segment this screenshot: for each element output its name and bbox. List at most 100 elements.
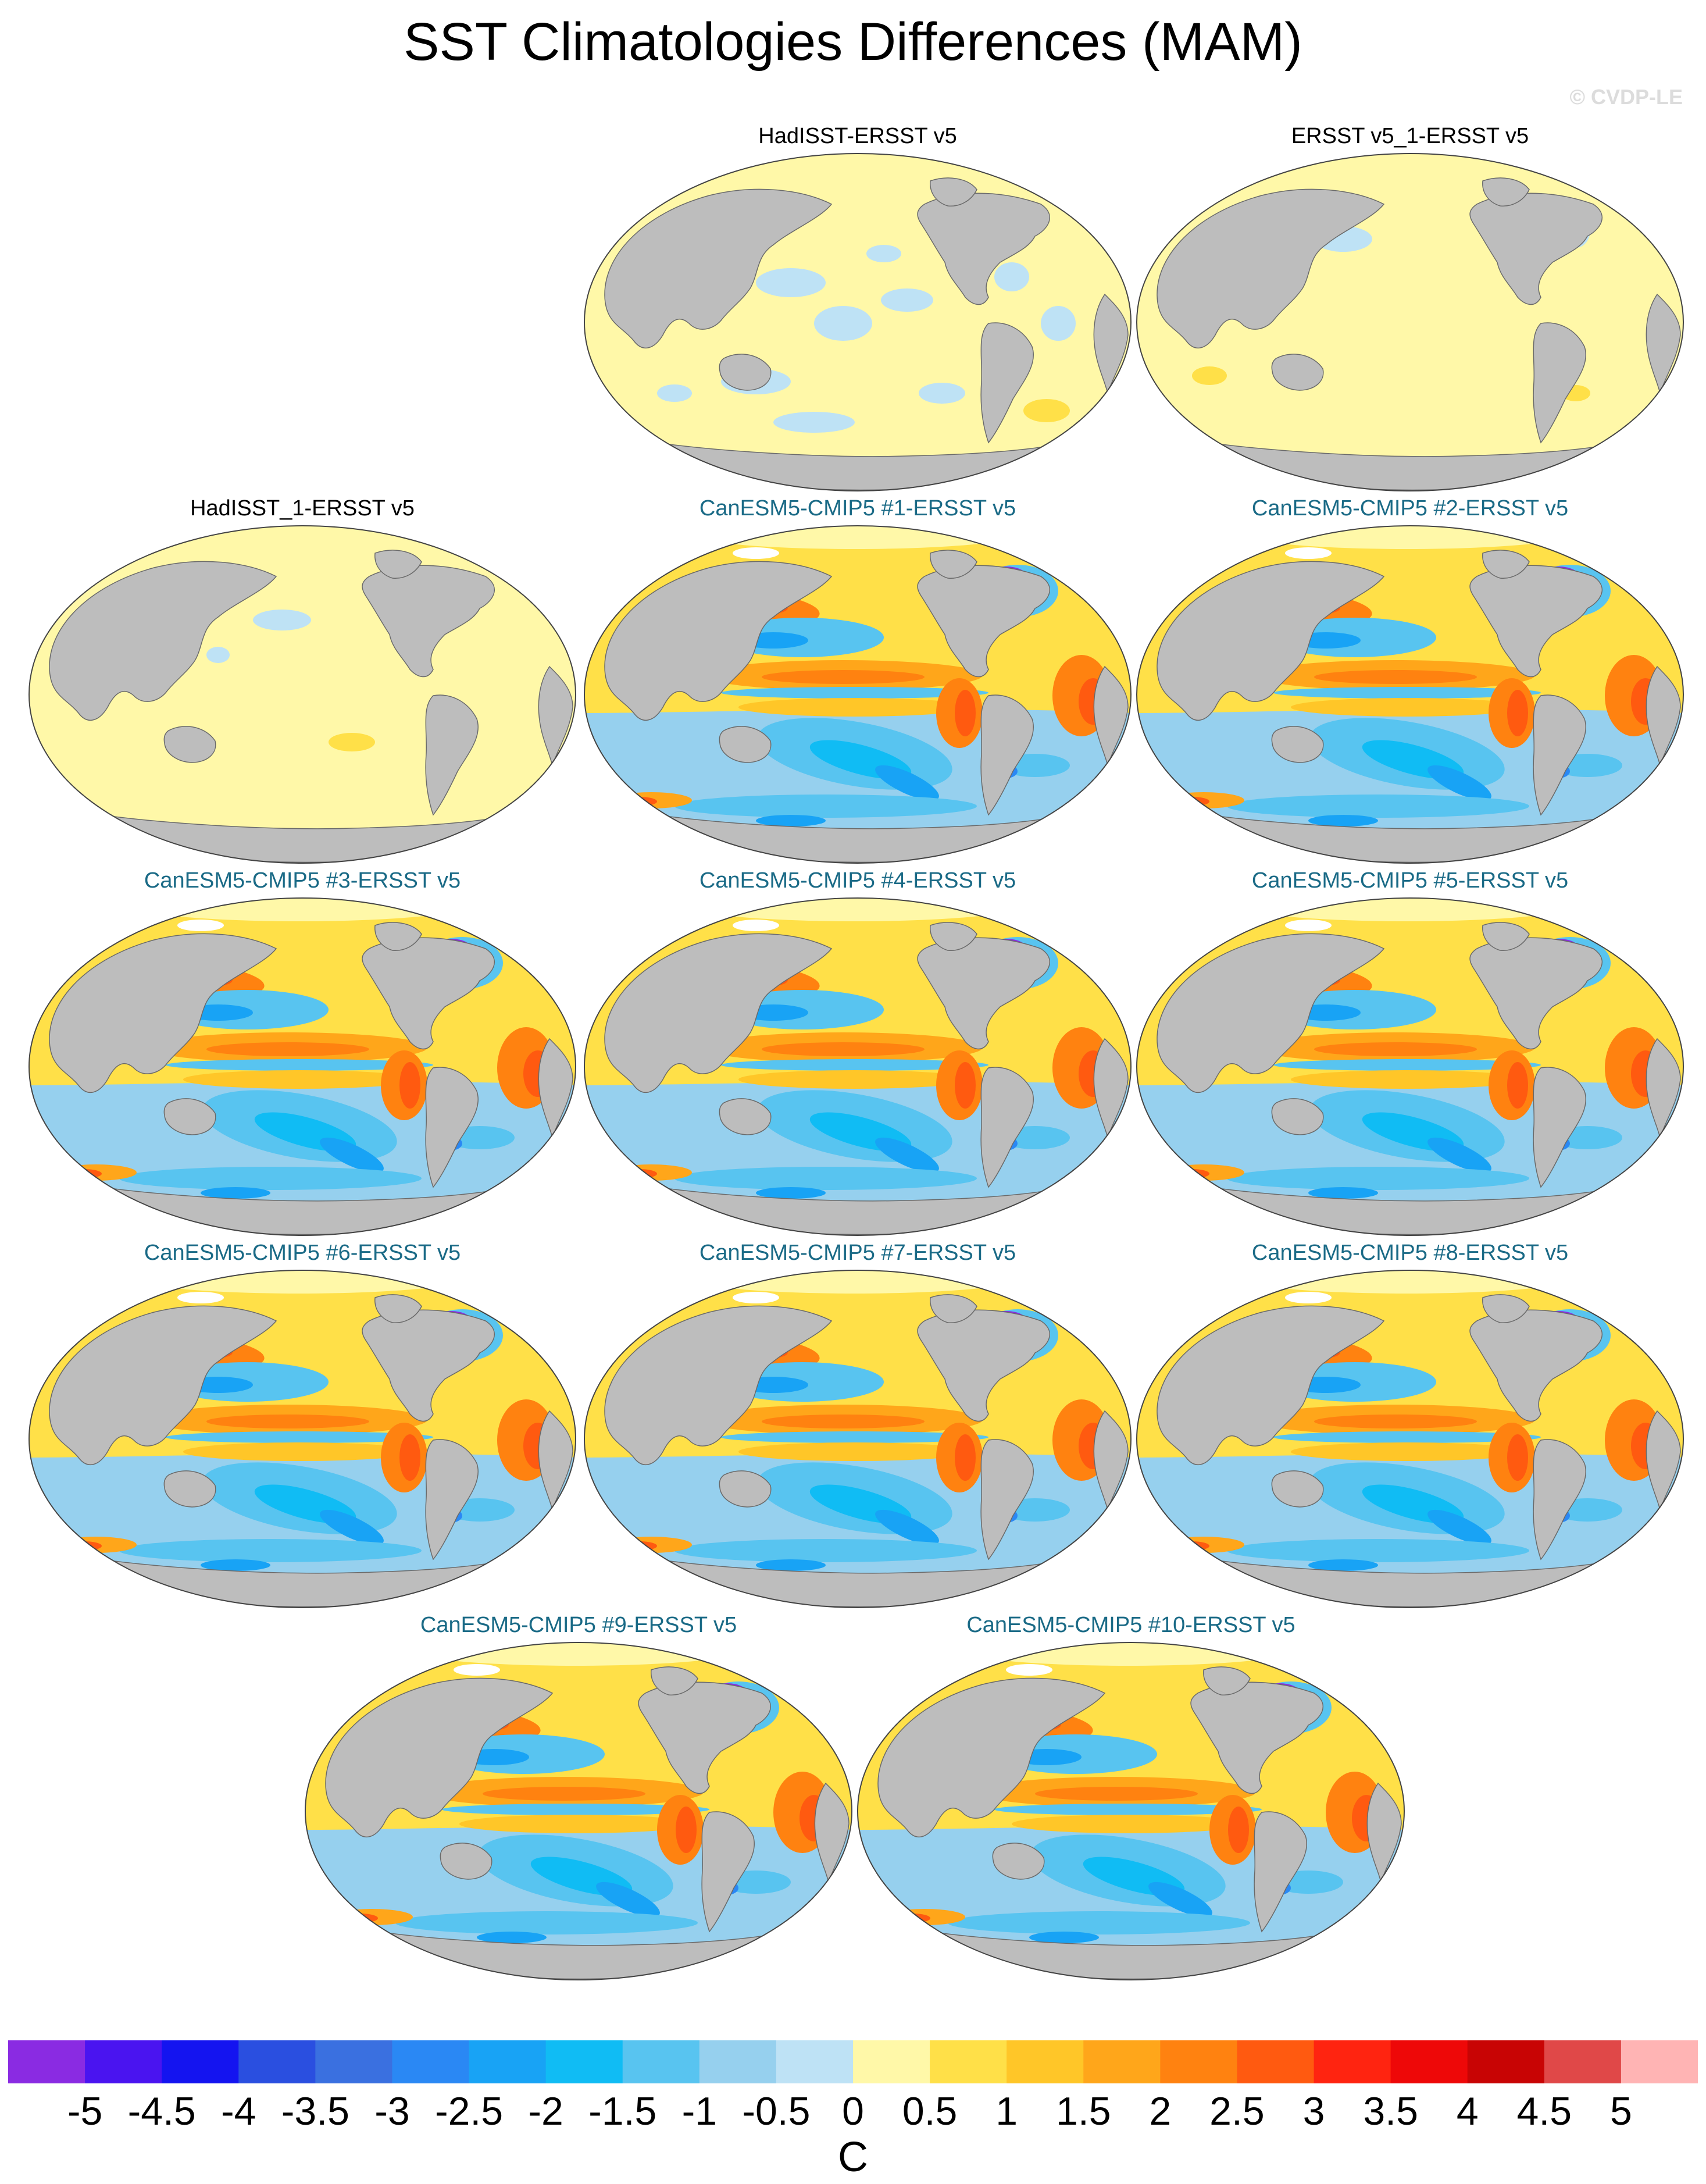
- continent-asia-europe: [604, 561, 833, 721]
- map-outline: [1136, 153, 1684, 491]
- missing-data: [733, 920, 779, 931]
- continent-australia: [719, 726, 772, 763]
- colorbar-swatch: [1390, 2040, 1468, 2083]
- arctic-anomaly: [680, 526, 1029, 549]
- global-map: [1136, 897, 1684, 1236]
- copyright-text: © CVDP-LE: [1569, 85, 1683, 109]
- colorbar-tick-label: -2.5: [435, 2089, 503, 2133]
- missing-data: [1285, 547, 1332, 559]
- colorbar-swatch: [1467, 2040, 1545, 2083]
- continent-asia-europe: [604, 1305, 833, 1466]
- warm-anomaly: [206, 1042, 369, 1056]
- continent-south-america: [1533, 322, 1586, 444]
- cool-anomaly: [721, 687, 988, 699]
- continent-asia-europe: [1157, 933, 1385, 1093]
- warm-anomaly: [399, 1062, 420, 1109]
- continent-south-america: [701, 1811, 755, 1933]
- warm-anomaly: [1314, 1042, 1477, 1056]
- global-map: [1136, 525, 1684, 864]
- map-panel: CanESM5-CMIP5 #6-ERSST v5: [26, 1240, 579, 1612]
- colorbar-swatch: [853, 2040, 930, 2083]
- map-panel: HadISST-ERSST v5: [581, 123, 1134, 496]
- continent-asia-europe: [1157, 561, 1385, 721]
- global-map: [857, 1642, 1405, 1980]
- arctic-anomaly: [125, 1270, 474, 1294]
- continent-north-america: [917, 565, 1050, 678]
- continent-australia: [1271, 354, 1324, 391]
- continent-south-america: [980, 694, 1034, 816]
- missing-data: [1006, 1664, 1052, 1676]
- colorbar-swatch: [392, 2040, 470, 2083]
- colorbar-swatch: [85, 2040, 162, 2083]
- warm-anomaly: [183, 1442, 416, 1461]
- colorbar-tick-label: -4: [221, 2089, 256, 2133]
- continent-north-america: [1469, 937, 1603, 1050]
- cool-anomaly: [1427, 1137, 1491, 1173]
- panel-title: CanESM5-CMIP5 #4-ERSST v5: [699, 868, 1016, 893]
- warm-anomaly: [459, 1815, 692, 1833]
- cool-anomaly: [674, 1539, 977, 1562]
- colorbar: -5 -4.5 -4 -3.5 -3 -2.5 -2 -1.5 -1 -0.5 0 0.5 1 1.5 2 2…: [8, 2040, 1698, 2133]
- map-outline: [1136, 525, 1684, 864]
- panel-title: CanESM5-CMIP5 #9-ERSST v5: [420, 1613, 737, 1637]
- colorbar-tick-label: -3: [374, 2089, 409, 2133]
- continent-australia: [1271, 726, 1324, 763]
- colorbar-swatch: [1083, 2040, 1161, 2083]
- panel-title: CanESM5-CMIP5 #10-ERSST v5: [966, 1613, 1295, 1637]
- warm-anomaly: [183, 1070, 416, 1089]
- continent-asia-europe: [604, 188, 833, 349]
- warm-anomaly: [762, 670, 925, 684]
- missing-data: [177, 920, 224, 931]
- colorbar-swatch: [8, 2040, 85, 2083]
- map-outline: [584, 525, 1132, 864]
- map-panel: CanESM5-CMIP5 #5-ERSST v5: [1134, 868, 1686, 1240]
- cool-anomaly: [756, 1559, 826, 1571]
- continent-asia-europe: [49, 933, 277, 1093]
- colorbar-tick-label: 5: [1610, 2089, 1632, 2133]
- panel-title: CanESM5-CMIP5 #2-ERSST v5: [1251, 496, 1569, 521]
- warm-anomaly: [1507, 690, 1528, 736]
- warm-anomaly: [1192, 366, 1227, 385]
- global-map: [28, 897, 576, 1236]
- panel-title: CanESM5-CMIP5 #3-ERSST v5: [144, 868, 461, 893]
- missing-data: [733, 547, 779, 559]
- colorbar-tick-label: -0.5: [742, 2089, 810, 2133]
- cool-anomaly: [814, 306, 872, 341]
- warm-anomaly: [1291, 1070, 1523, 1089]
- cool-anomaly: [756, 815, 826, 826]
- warm-anomaly: [955, 1434, 976, 1481]
- cool-anomaly: [442, 1804, 709, 1815]
- warm-anomaly: [1012, 1815, 1244, 1833]
- continent-asia-europe: [877, 1677, 1106, 1838]
- continent-north-america: [1469, 565, 1603, 678]
- map-outline: [1136, 897, 1684, 1236]
- continent-greenland: [1203, 1666, 1251, 1695]
- continent-asia-europe: [49, 561, 277, 721]
- colorbar-tick-label: 0.5: [902, 2089, 958, 2133]
- colorbar-swatch: [930, 2040, 1007, 2083]
- colorbar-swatch: [1314, 2040, 1391, 2083]
- cool-anomaly: [994, 262, 1029, 291]
- warm-anomaly: [1291, 1442, 1523, 1461]
- warm-anomaly: [206, 1415, 369, 1428]
- colorbar-swatch: [1237, 2040, 1315, 2083]
- continent-australia: [163, 726, 216, 763]
- panel-title: CanESM5-CMIP5 #7-ERSST v5: [699, 1241, 1016, 1265]
- map-outline: [857, 1642, 1405, 1980]
- map-outline: [584, 153, 1132, 491]
- continent-greenland: [1482, 177, 1530, 206]
- map-panel: HadISST_1-ERSST v5: [26, 496, 579, 868]
- cool-anomaly: [948, 1911, 1250, 1934]
- continent-australia: [719, 354, 772, 391]
- warm-anomaly: [1023, 399, 1070, 422]
- cool-anomaly: [1227, 1167, 1529, 1190]
- cool-anomaly: [756, 268, 826, 297]
- cool-anomaly: [1273, 1059, 1541, 1071]
- cool-anomaly: [657, 384, 692, 402]
- warm-anomaly: [762, 1042, 925, 1056]
- arctic-anomaly: [954, 1643, 1302, 1666]
- global-map: [584, 153, 1132, 491]
- continent-north-america: [917, 1309, 1050, 1422]
- cool-anomaly: [1029, 1932, 1099, 1943]
- colorbar-tick-label: 4.5: [1517, 2089, 1572, 2133]
